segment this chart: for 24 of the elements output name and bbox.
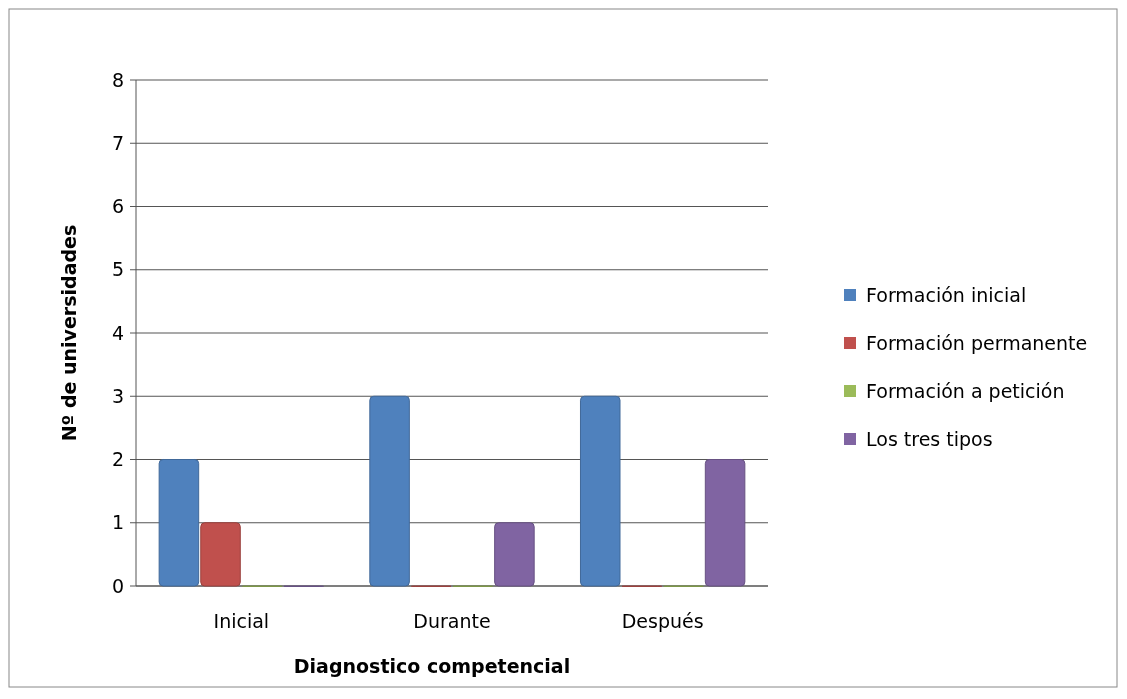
- y-tick-label: 1: [111, 511, 124, 534]
- y-tick-label: 8: [111, 68, 124, 91]
- y-tick-label: 2: [111, 448, 124, 471]
- x-tick-label: Inicial: [213, 610, 270, 632]
- legend-label: Formación inicial: [866, 283, 1027, 306]
- y-tick-label: 6: [111, 195, 124, 218]
- bar: [494, 522, 535, 587]
- bar: [579, 395, 621, 587]
- legend-label: Los tres tipos: [866, 427, 993, 450]
- x-tick-label: Durante: [413, 610, 491, 632]
- bar: [369, 395, 410, 587]
- y-tick-label: 7: [111, 131, 124, 154]
- legend-label: Formación permanente: [866, 331, 1088, 354]
- bar: [704, 459, 746, 587]
- legend-label: Formación a petición: [866, 379, 1065, 402]
- y-axis-title: Nº de universidades: [58, 224, 80, 442]
- bar: [158, 459, 200, 587]
- x-tick-label: Después: [621, 610, 704, 632]
- y-tick-label: 5: [111, 258, 124, 281]
- y-tick-label: 0: [111, 574, 124, 597]
- x-axis-title: Diagnostico competencial: [293, 655, 571, 677]
- y-tick-label: 3: [111, 384, 124, 407]
- bar: [200, 522, 241, 587]
- y-tick-label: 4: [111, 321, 124, 344]
